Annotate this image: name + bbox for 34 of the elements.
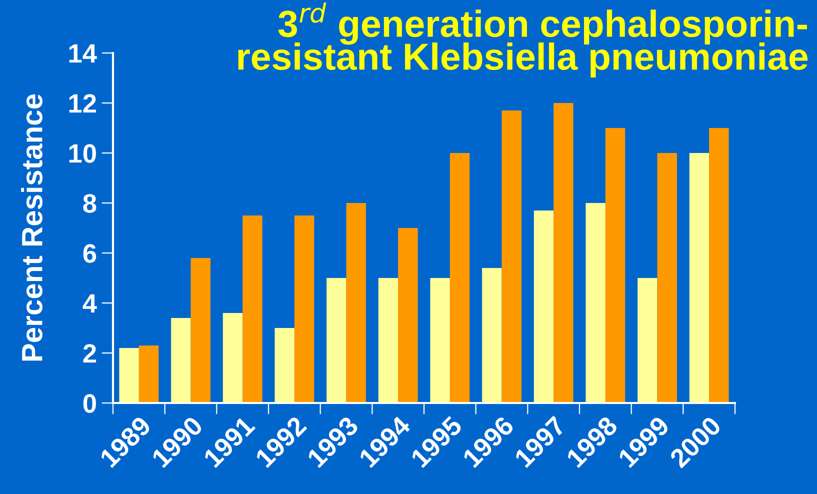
bar	[119, 348, 139, 403]
bar	[689, 153, 710, 403]
y-axis-title: Percent Resistance	[21, 94, 42, 361]
y-tick-label: 10	[69, 144, 96, 163]
bar	[378, 278, 398, 403]
y-tick-label: 2	[83, 344, 96, 363]
bar	[346, 203, 366, 403]
y-tick-label: 0	[83, 394, 96, 413]
bar	[482, 268, 502, 403]
bar	[450, 153, 470, 403]
bar	[326, 278, 346, 403]
bar	[398, 228, 418, 403]
bar	[657, 153, 677, 403]
bar	[274, 328, 294, 403]
bar	[171, 318, 191, 403]
y-tick-label: 8	[83, 194, 96, 213]
bar	[534, 210, 554, 403]
bar	[138, 346, 159, 403]
y-tick-label: 4	[82, 294, 97, 313]
bar	[222, 313, 243, 403]
y-tick-label: 6	[83, 244, 96, 263]
chart-title: 3$^{rd}$ generation cephalosporin- resistant Klebsiella pneumoniae	[238, 2, 808, 78]
bar	[709, 128, 729, 403]
bar	[430, 278, 450, 403]
bar	[586, 203, 606, 403]
bar	[554, 103, 574, 403]
bar	[605, 128, 626, 403]
bar	[242, 216, 262, 403]
y-tick-label: 14	[69, 44, 97, 63]
bar	[190, 258, 210, 403]
bar	[502, 110, 522, 403]
bar	[294, 216, 314, 403]
y-tick-label: 12	[69, 94, 96, 113]
bar	[638, 278, 658, 403]
